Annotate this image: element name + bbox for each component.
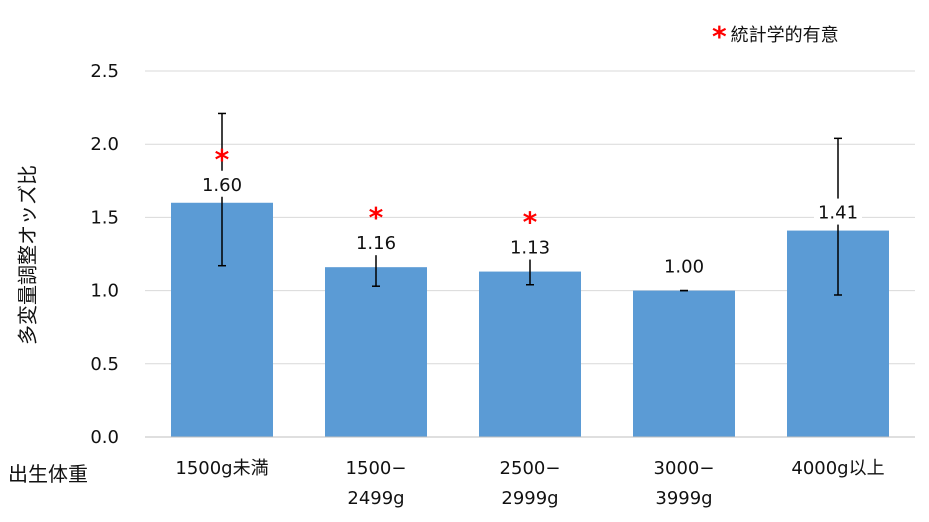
significance-marker: *	[523, 206, 538, 239]
y-tick-label: 0.0	[90, 427, 119, 448]
legend: * 統計学的有意	[712, 20, 839, 53]
x-tick-label: 1500−	[346, 458, 407, 479]
bar	[325, 267, 427, 437]
x-tick-label: 2499g	[347, 488, 404, 509]
data-label-background	[198, 170, 246, 197]
x-tick-label: 3999g	[655, 488, 712, 509]
y-tick-label: 0.5	[90, 354, 119, 375]
significance-marker: *	[369, 201, 384, 234]
significance-marker: *	[215, 143, 230, 176]
legend-label: 統計学的有意	[730, 25, 839, 46]
x-tick-label: 1500g未満	[175, 458, 268, 479]
bar	[633, 290, 735, 437]
data-label-background	[352, 229, 400, 256]
data-label: 1.41	[818, 203, 858, 224]
x-tick-label: 2500−	[500, 458, 561, 479]
x-tick-label: 4000g以上	[791, 458, 884, 479]
y-tick-label: 1.5	[90, 207, 119, 228]
data-label: 1.16	[356, 233, 396, 254]
data-label-background	[506, 233, 554, 260]
y-axis-label: 多変量調整オッズ比	[15, 165, 40, 345]
data-label-background	[660, 252, 708, 279]
bar	[479, 271, 581, 437]
x-tick-label: 3000−	[654, 458, 715, 479]
data-label: 1.00	[664, 257, 704, 278]
y-tick-label: 1.0	[90, 281, 119, 302]
data-label: 1.60	[202, 175, 242, 196]
data-label: 1.13	[510, 238, 550, 259]
x-tick-label: 2999g	[501, 488, 558, 509]
x-axis-label: 出生体重	[8, 462, 88, 486]
legend-significance-marker: *	[712, 20, 727, 53]
y-tick-label: 2.5	[90, 61, 119, 82]
y-tick-label: 2.0	[90, 134, 119, 155]
data-label-background	[814, 198, 862, 225]
